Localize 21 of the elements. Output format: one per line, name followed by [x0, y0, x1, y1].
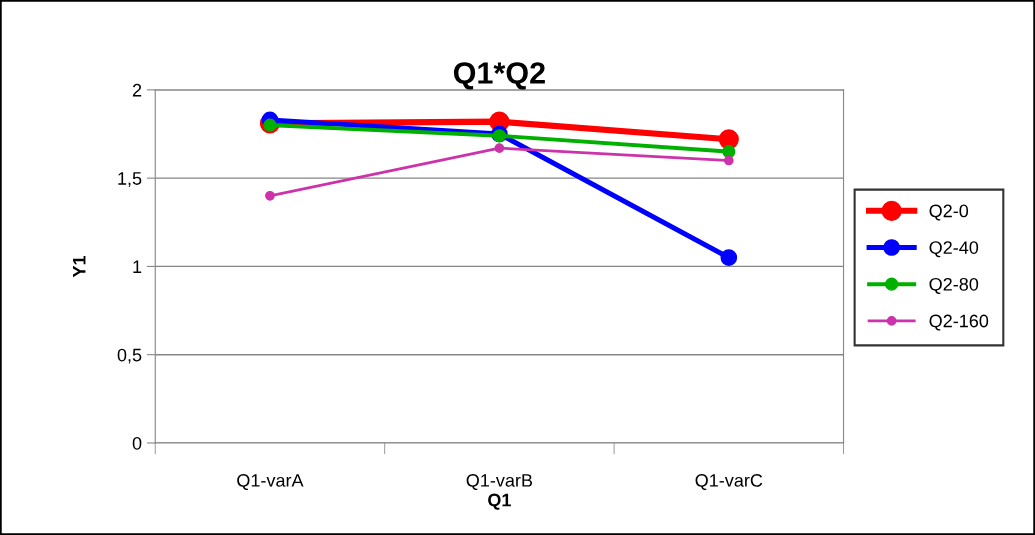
chart-title: Q1*Q2 — [453, 62, 545, 90]
point — [492, 129, 506, 143]
x-tick-label: Q1-varA — [237, 474, 304, 491]
y-axis-title: Y1 — [73, 255, 86, 278]
x-axis-title: Q1 — [488, 493, 511, 510]
point — [494, 143, 505, 154]
legend-label: Q2-0 — [929, 204, 969, 221]
legend-label: Q2-80 — [929, 277, 979, 294]
point — [722, 145, 736, 159]
point — [720, 249, 738, 266]
point — [723, 155, 734, 166]
legend-label: Q2-160 — [929, 314, 989, 331]
y-tick-label: 1 — [133, 260, 142, 273]
x-tick-label: Q1-varC — [695, 474, 763, 491]
legend-label: Q2-40 — [929, 241, 979, 258]
y-tick-label: 0,5 — [117, 348, 142, 364]
y-tick-label: 2 — [132, 83, 142, 97]
point — [265, 190, 275, 201]
y-tick-label: 1,5 — [118, 172, 142, 188]
x-tick-label: Q1-varB — [466, 474, 533, 491]
y-tick-label: 0 — [132, 436, 142, 450]
